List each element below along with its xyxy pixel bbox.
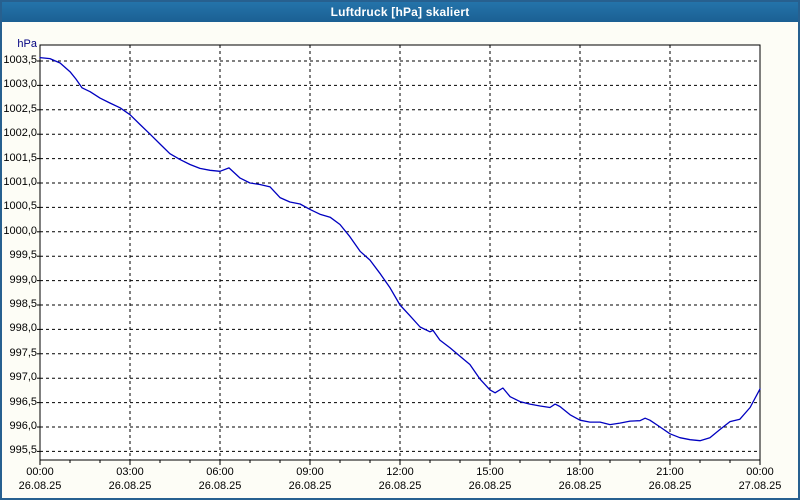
y-axis-label: 997,5 <box>9 346 37 359</box>
y-axis-label: 998,0 <box>9 322 37 335</box>
x-axis-date-label: 26.08.25 <box>108 480 152 492</box>
x-axis-date-label: 26.08.25 <box>468 480 512 492</box>
x-axis-time-label: 03:00 <box>116 466 144 478</box>
y-axis-label: 1001,5 <box>3 151 37 164</box>
y-axis-label: 1002,0 <box>3 127 37 140</box>
x-axis-time-label: 09:00 <box>296 466 324 478</box>
y-axis-label: 996,0 <box>9 420 37 432</box>
y-axis-unit-label: hPa <box>17 38 37 50</box>
y-axis-label: 1002,5 <box>3 102 37 115</box>
y-axis-label: 999,5 <box>9 249 37 262</box>
pressure-line <box>39 56 761 442</box>
plot-background <box>39 44 761 461</box>
y-axis-label: 998,5 <box>9 298 37 310</box>
y-axis-label: 1003,0 <box>3 78 37 91</box>
x-axis-time-label: 06:00 <box>206 466 234 478</box>
y-axis-label: 1000,0 <box>3 224 37 237</box>
x-axis-date-label: 26.08.25 <box>288 480 332 492</box>
x-axis-time-label: 00:00 <box>26 466 54 478</box>
window-title: Luftdruck [hPa] skaliert <box>330 5 470 19</box>
x-axis-time-label: 15:00 <box>476 466 504 478</box>
x-axis-time-label: 18:00 <box>566 466 594 478</box>
x-axis-date-label: 26.08.25 <box>558 480 602 492</box>
y-axis-label: 1001,0 <box>3 176 37 188</box>
y-axis-label: 1000,5 <box>3 200 37 213</box>
pressure-chart: hPa 1003,5 1003,0 1002,5 1002,0 1001,5 1001,0… <box>2 22 798 498</box>
x-axis-date-label: 27.08.25 <box>738 480 782 492</box>
y-axis-label: 995,5 <box>9 444 37 457</box>
y-axis-label: 999,0 <box>9 273 37 286</box>
x-axis-date-label: 26.08.25 <box>18 480 62 492</box>
x-axis-date-label: 26.08.25 <box>198 480 242 492</box>
y-axis-label: 1003,5 <box>3 54 37 66</box>
y-axis-label: 996,5 <box>9 395 37 408</box>
title-bar[interactable]: Luftdruck [hPa] skaliert <box>2 2 798 22</box>
x-axis-time-label: 21:00 <box>656 466 684 478</box>
x-axis-time-label: 00:00 <box>746 466 774 478</box>
y-axis-label: 997,0 <box>9 371 37 384</box>
x-axis-date-label: 26.08.25 <box>648 480 692 492</box>
x-axis-time-label: 12:00 <box>386 466 414 478</box>
x-axis-date-label: 26.08.25 <box>378 480 422 492</box>
